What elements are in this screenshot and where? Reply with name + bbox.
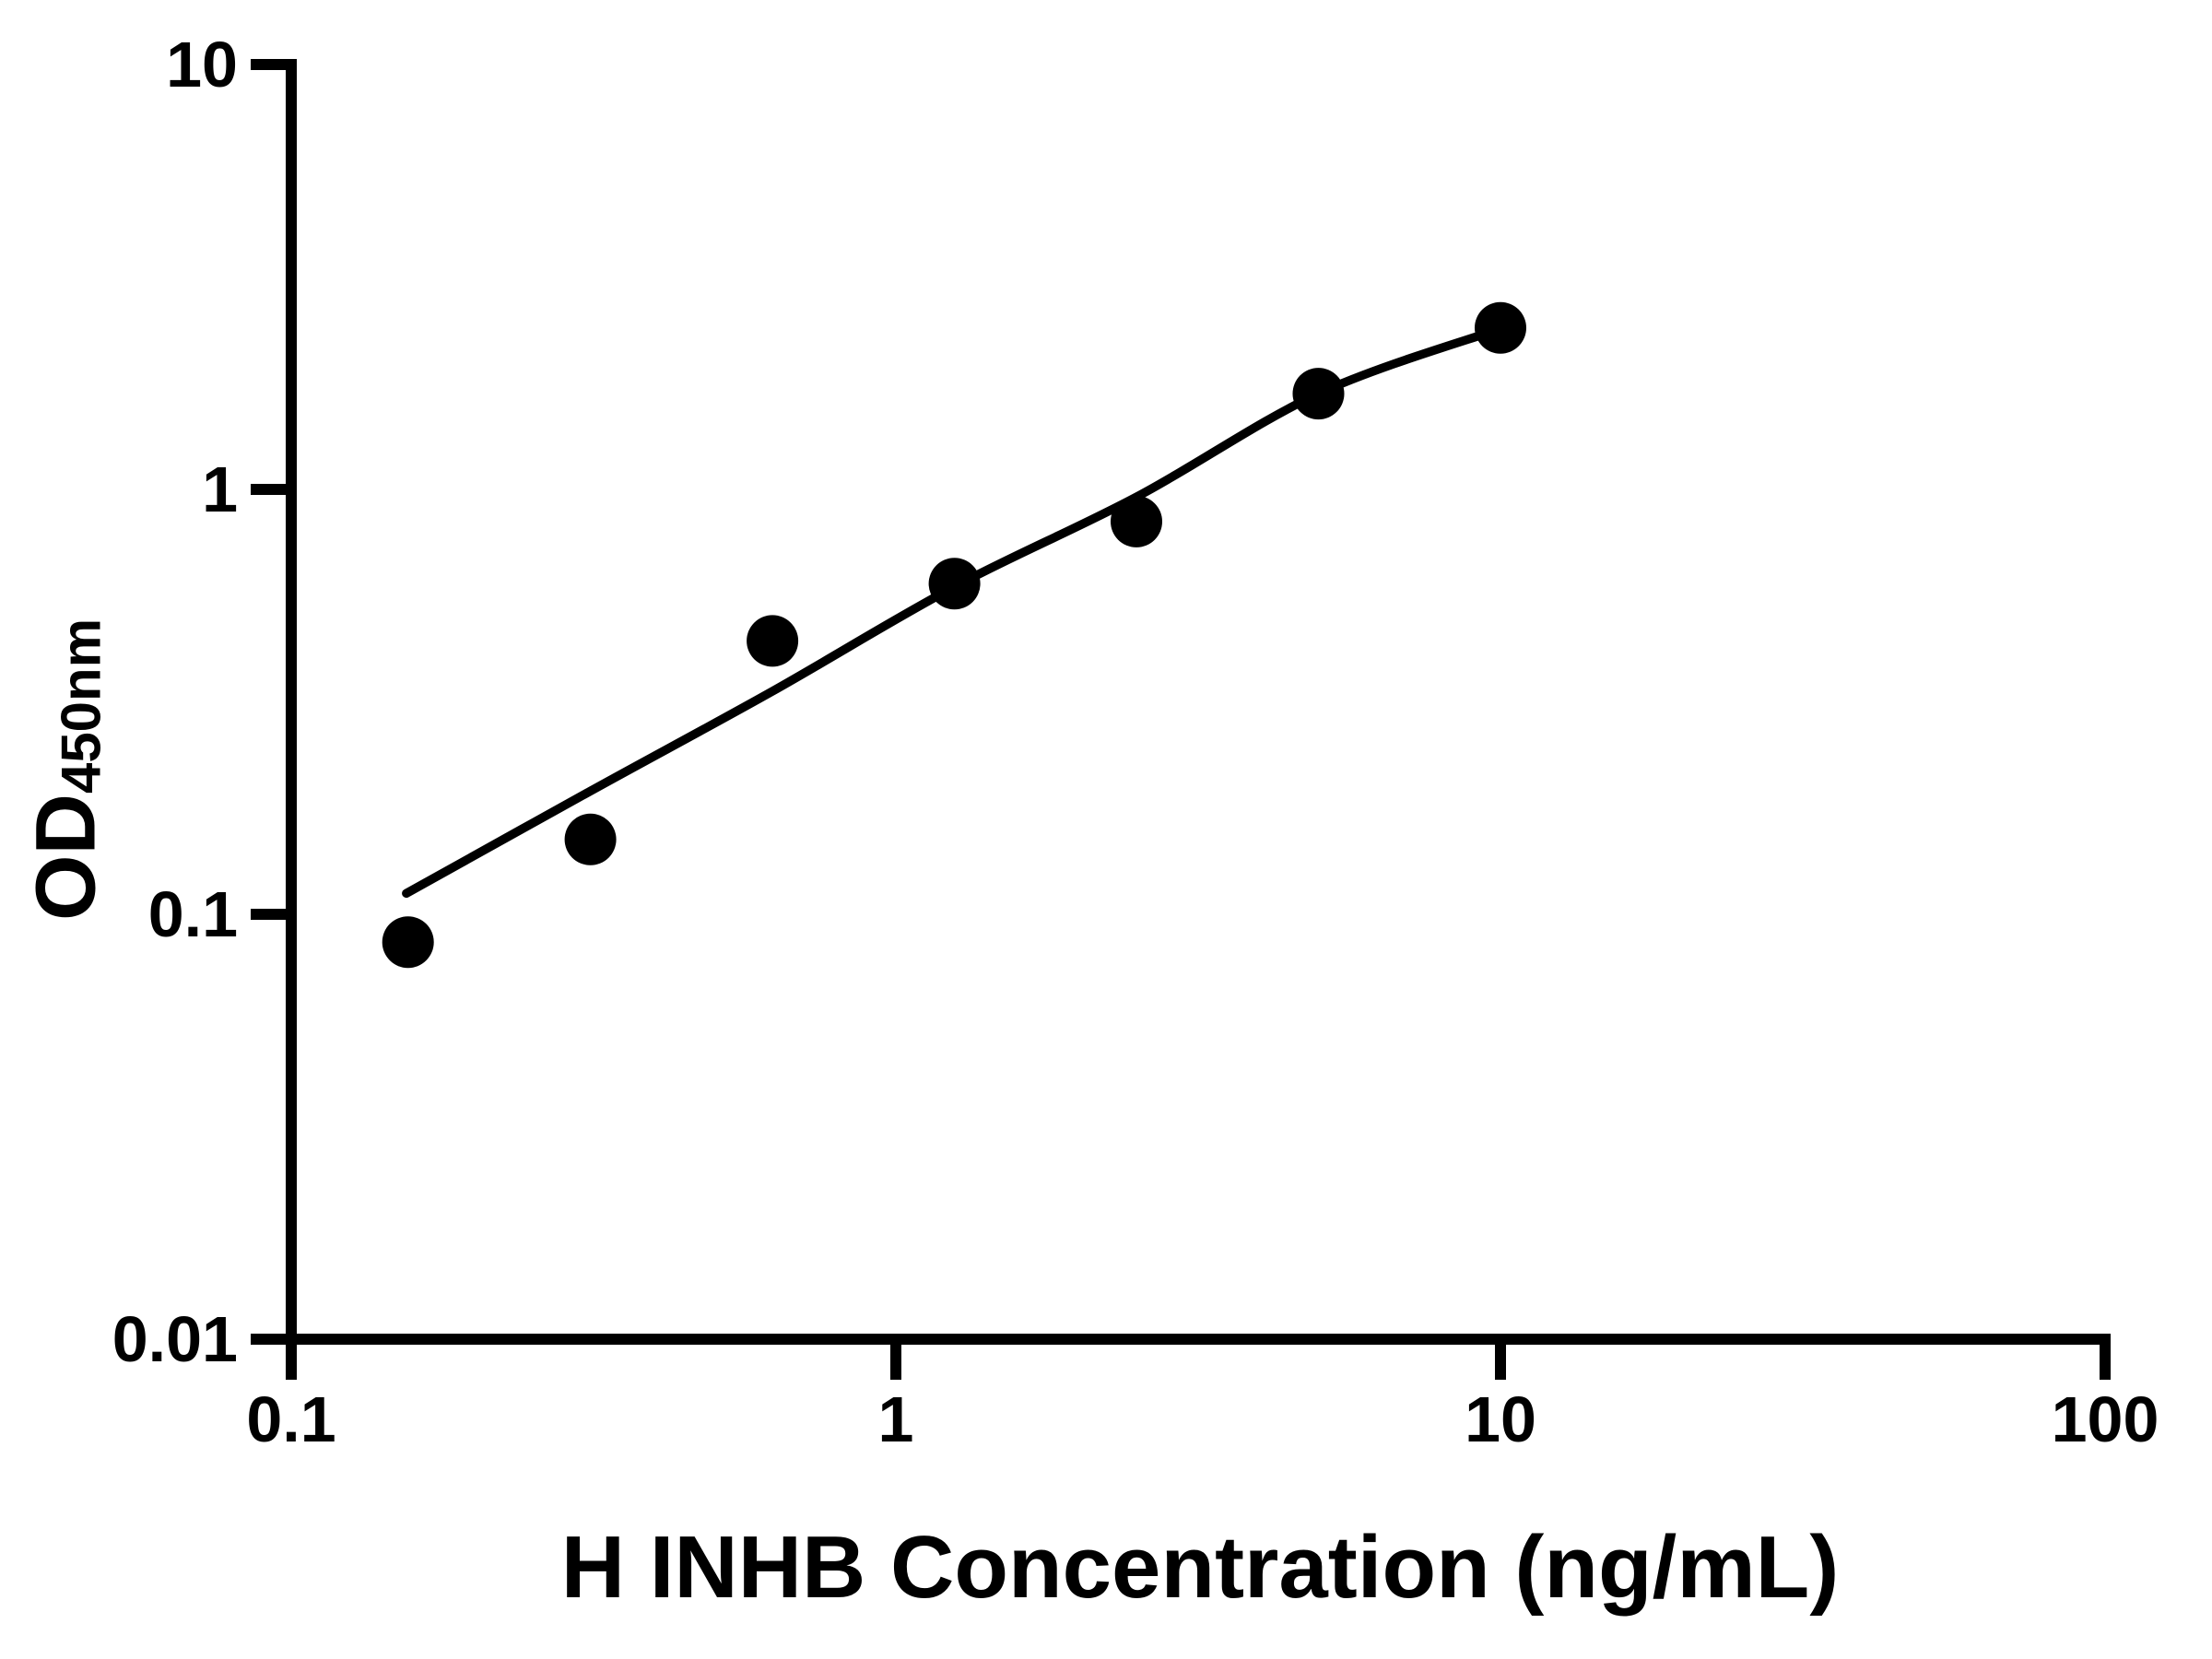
x-axis-title: H INHB Concentration (ng/mL) [560, 1518, 1840, 1617]
y-axis-title-subscript: 450nm [50, 618, 112, 794]
x-tick-label-1: 1 [877, 1383, 914, 1455]
data-point-0 [382, 916, 434, 969]
data-point-1 [564, 813, 617, 865]
y-tick-label-0.01: 0.01 [112, 1303, 238, 1375]
x-tick-label-100: 100 [2051, 1383, 2159, 1455]
y-axis-title-main: OD [18, 794, 113, 922]
y-tick-label-0.1: 0.1 [147, 878, 238, 950]
x-tick-label-10: 10 [1465, 1383, 1536, 1455]
data-point-4 [1111, 495, 1162, 547]
y-tick-label-10: 10 [166, 29, 238, 100]
data-point-5 [1292, 368, 1345, 420]
y-axis-title: OD450nm [19, 618, 113, 921]
data-point-2 [747, 615, 799, 667]
y-tick-label-1: 1 [202, 453, 238, 525]
fit-curve [402, 324, 1505, 899]
data-point-6 [1475, 301, 1526, 354]
data-point-3 [928, 558, 981, 610]
x-tick-label-0.1: 0.1 [246, 1383, 336, 1455]
